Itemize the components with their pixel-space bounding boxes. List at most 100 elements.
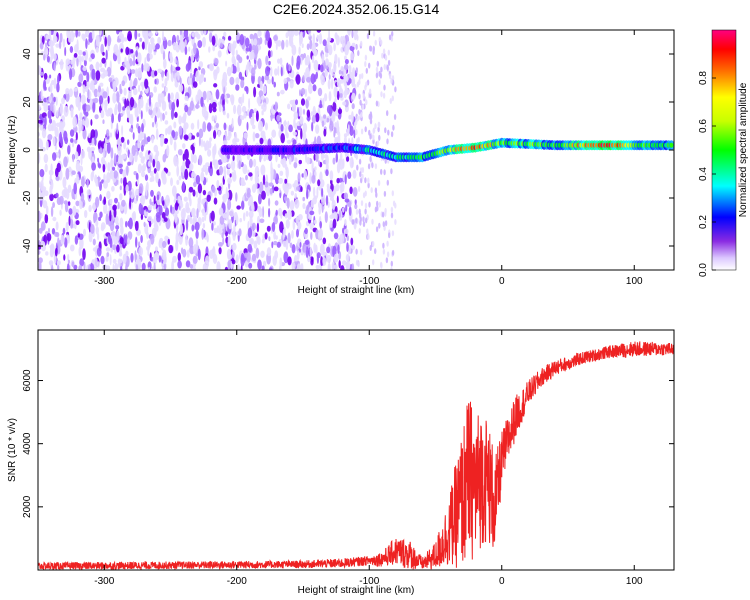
heatmap-noise-cell <box>246 86 249 95</box>
heatmap-noise-cell <box>374 187 378 194</box>
heatmap-noise-cell <box>277 40 282 47</box>
heatmap-noise-cell <box>197 119 200 130</box>
heatmap-noise-cell <box>88 57 93 62</box>
x-tick-label: -300 <box>94 276 114 287</box>
heatmap-noise-cell <box>320 256 323 267</box>
heatmap-noise-cell <box>248 111 252 119</box>
heatmap-noise-cell <box>104 36 107 47</box>
heatmap-noise-cell <box>324 70 328 77</box>
heatmap-noise-cell <box>51 264 54 270</box>
heatmap-noise-cell <box>261 265 265 270</box>
heatmap-noise-cell <box>99 30 102 36</box>
heatmap-noise-cell <box>229 173 232 178</box>
heatmap-noise-cell <box>55 96 58 106</box>
heatmap-noise-cell <box>127 30 132 42</box>
heatmap-noise-cell <box>130 252 134 263</box>
heatmap-noise-cell <box>137 125 141 134</box>
heatmap-noise-cell <box>112 92 117 104</box>
heatmap-noise-cell <box>144 78 149 90</box>
heatmap-noise-cell <box>263 157 267 162</box>
heatmap-noise-cell <box>282 182 288 191</box>
heatmap-noise-cell <box>188 46 191 52</box>
heatmap-noise-cell <box>189 217 193 225</box>
heatmap-noise-cell <box>246 121 249 131</box>
heatmap-noise-cell <box>308 83 313 95</box>
heatmap-noise-cell <box>105 49 108 60</box>
heatmap-noise-cell <box>155 171 159 184</box>
heatmap-noise-cell <box>113 152 117 165</box>
heatmap-noise-cell <box>88 231 93 243</box>
heatmap-noise-cell <box>368 62 371 69</box>
heatmap-noise-cell <box>100 255 105 265</box>
heatmap-noise-cell <box>148 94 152 107</box>
heatmap-noise-cell <box>69 129 75 137</box>
heatmap-noise-cell <box>278 177 284 184</box>
heatmap-noise-cell <box>355 67 358 74</box>
heatmap-noise-cell <box>43 102 49 112</box>
heatmap-noise-cell <box>154 70 158 77</box>
heatmap-noise-cell <box>45 34 49 40</box>
heatmap-noise-cell <box>77 96 81 107</box>
heatmap-noise-cell <box>266 187 269 194</box>
heatmap-noise-cell <box>312 186 316 198</box>
heatmap-noise-cell <box>280 124 284 132</box>
heatmap-noise-cell <box>213 143 217 155</box>
heatmap-noise-cell <box>271 129 277 138</box>
heatmap-noise-cell <box>45 49 49 55</box>
heatmap-noise-cell <box>174 57 177 64</box>
heatmap-noise-cell <box>258 207 263 218</box>
heatmap-noise-cell <box>273 35 278 41</box>
heatmap-noise-cell <box>247 187 251 196</box>
heatmap-noise-cell <box>291 230 294 239</box>
heatmap-noise-cell <box>325 195 329 206</box>
heatmap-noise-cell <box>331 212 335 219</box>
heatmap-noise-cell <box>303 108 305 115</box>
heatmap-noise-cell <box>223 122 227 131</box>
heatmap-noise-cell <box>297 221 302 230</box>
heatmap-noise-cell <box>349 45 355 52</box>
heatmap-noise-cell <box>91 137 95 146</box>
heatmap-noise-cell <box>304 240 310 245</box>
heatmap-noise-cell <box>206 90 211 96</box>
heatmap-noise-cell <box>305 246 309 259</box>
heatmap-noise-cell <box>182 160 186 169</box>
y-tick-label: -20 <box>22 190 33 205</box>
heatmap-noise-cell <box>95 226 100 235</box>
heatmap-noise-cell <box>361 167 365 173</box>
heatmap-noise-cell <box>142 163 146 172</box>
heatmap-noise-cell <box>54 247 58 257</box>
heatmap-noise-cell <box>257 259 262 270</box>
heatmap-noise-cell <box>262 85 267 94</box>
heatmap-noise-cell <box>355 33 358 40</box>
heatmap-noise-cell <box>321 53 325 64</box>
heatmap-noise-cell <box>391 31 394 37</box>
heatmap-noise-cell <box>302 202 306 210</box>
heatmap-noise-cell <box>326 246 331 254</box>
heatmap-noise-cell <box>303 53 306 59</box>
heatmap-noise-cell <box>129 152 133 163</box>
heatmap-noise-cell <box>145 211 148 217</box>
heatmap-noise-cell <box>202 222 206 229</box>
heatmap-noise-cell <box>249 215 253 227</box>
heatmap-noise-cell <box>57 74 60 85</box>
heatmap-noise-cell <box>230 94 235 103</box>
heatmap-noise-cell <box>253 108 258 114</box>
colorbar-tick-label: 0.4 <box>698 167 709 181</box>
heatmap-noise-cell <box>82 66 87 72</box>
heatmap-noise-cell <box>82 84 86 94</box>
heatmap-noise-cell <box>193 42 197 55</box>
heatmap-noise-cell <box>162 38 168 50</box>
heatmap-noise-cell <box>212 44 216 52</box>
heatmap-noise-cell <box>191 152 194 163</box>
heatmap-noise-cell <box>301 43 304 48</box>
heatmap-noise-cell <box>368 201 371 208</box>
heatmap-noise-cell <box>344 151 348 158</box>
heatmap-noise-cell <box>189 264 194 269</box>
heatmap-noise-cell <box>156 160 161 172</box>
heatmap-noise-cell <box>382 242 385 249</box>
heatmap-noise-cell <box>218 242 223 247</box>
heatmap-noise-cell <box>160 44 164 55</box>
heatmap-noise-cell <box>365 81 368 88</box>
heatmap-noise-cell <box>177 260 182 269</box>
heatmap-noise-cell <box>325 58 329 66</box>
